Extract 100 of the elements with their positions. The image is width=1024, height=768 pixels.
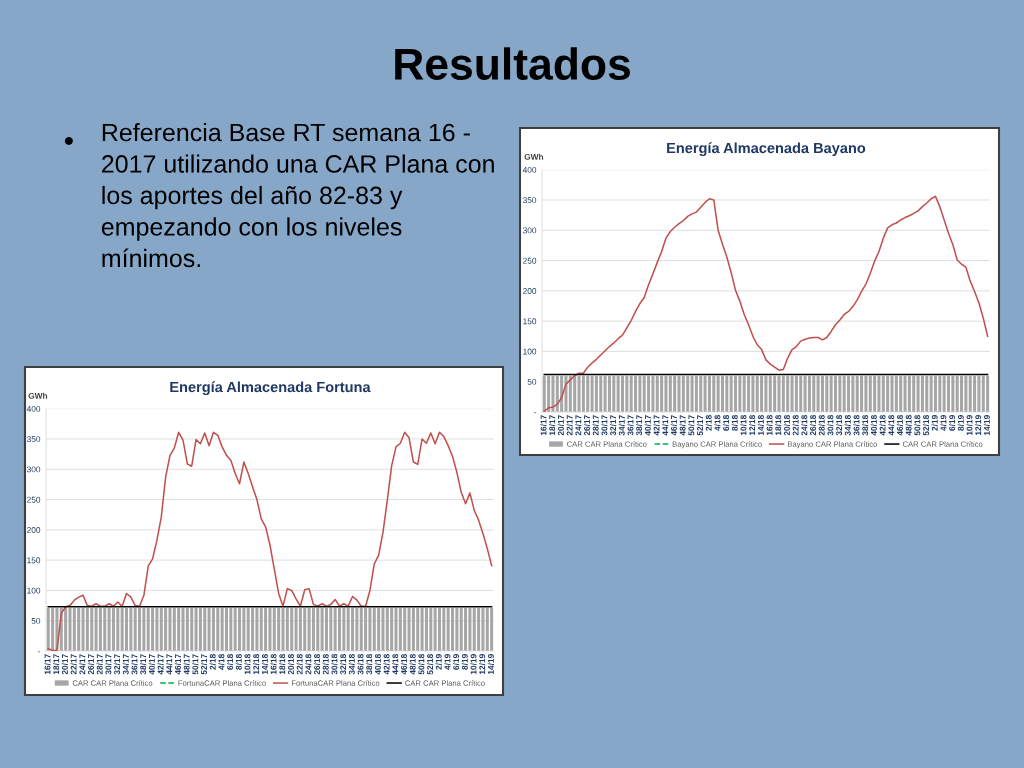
x-tick-label: 8/19 xyxy=(957,415,964,431)
x-tick-label: 48/18 xyxy=(905,415,912,436)
x-tick-label: 26/18 xyxy=(809,415,817,436)
y-tick-label: - xyxy=(534,412,537,414)
x-tick-label: 6/18 xyxy=(722,415,730,431)
x-tick-label: 32/17 xyxy=(113,654,121,675)
x-tick-label: 30/18 xyxy=(331,654,338,675)
x-tick-label: 44/17 xyxy=(662,415,669,436)
x-tick-label: 22/17 xyxy=(70,654,77,675)
x-tick-label: 34/18 xyxy=(844,415,851,436)
x-tick-label: 44/18 xyxy=(888,415,895,436)
x-tick-label: 24/18 xyxy=(305,654,312,675)
x-tick-label: 18/17 xyxy=(53,654,60,675)
x-tick-label: 20/17 xyxy=(61,654,68,675)
x-tick-label: 38/17 xyxy=(140,654,147,675)
x-tick-label: 2/18 xyxy=(209,654,216,670)
x-tick-label: 4/18 xyxy=(218,654,225,670)
x-tick-label: 44/18 xyxy=(392,654,399,675)
x-tick-label: 40/17 xyxy=(148,654,155,675)
x-tick-label: 12/19 xyxy=(975,415,982,436)
x-tick-label: 38/18 xyxy=(862,415,869,436)
x-tick-label: 14/18 xyxy=(757,415,764,436)
x-tick-label: 36/17 xyxy=(131,654,138,675)
x-tick-label: 44/17 xyxy=(166,654,173,675)
y-tick-label: 300 xyxy=(26,466,41,473)
x-tick-label: 24/18 xyxy=(801,415,808,436)
x-tick-label: 18/17 xyxy=(549,415,556,436)
x-tick-label: 6/19 xyxy=(948,415,956,431)
y-tick-label: 200 xyxy=(523,288,537,294)
text: Resultados xyxy=(395,47,630,80)
x-tick-label: 36/17 xyxy=(627,415,634,436)
x-tick-label: 42/17 xyxy=(157,654,164,675)
x-tick-label: 18/18 xyxy=(775,415,782,436)
x-tick-label: 10/19 xyxy=(470,654,477,675)
y-tick-label: 150 xyxy=(523,318,537,325)
y-tick-label: 150 xyxy=(27,557,41,564)
y-tick-label: 300 xyxy=(522,227,537,234)
x-tick-label: 6/19 xyxy=(452,654,460,670)
x-tick-label: 46/17 xyxy=(670,415,677,436)
x-tick-label: 4/18 xyxy=(714,415,721,431)
x-tick-label: 30/17 xyxy=(105,654,112,675)
text: Referencia Base RT semana 16 - 2017 utilizando una CAR Plana con los aportes del año 82-83 y empezando con los niveles mínimos. xyxy=(101,123,494,268)
y-tick-label: 100 xyxy=(523,348,537,355)
x-tick-label: 14/19 xyxy=(983,415,990,436)
x-tick-label: 32/18 xyxy=(339,654,347,675)
x-tick-label: 22/18 xyxy=(296,654,303,675)
x-tick-label: 34/17 xyxy=(122,654,129,675)
x-tick-label: 20/18 xyxy=(287,654,295,675)
y-tick-label: 350 xyxy=(522,197,537,204)
x-tick-label: 16/18 xyxy=(766,415,773,436)
x-tick-label: 26/17 xyxy=(87,654,95,675)
x-tick-label: 32/18 xyxy=(835,415,843,436)
y-tick-label: - xyxy=(38,651,41,653)
chart-title: Energía Almacenada Fortuna xyxy=(170,381,371,396)
x-tick-label: 36/18 xyxy=(357,654,364,675)
x-tick-label: 2/19 xyxy=(435,654,442,670)
x-tick-label: 8/19 xyxy=(461,654,468,670)
x-tick-label: 40/18 xyxy=(870,415,877,436)
x-tick-label: 2/19 xyxy=(931,415,938,431)
x-tick-label: 34/18 xyxy=(348,654,355,675)
chart-title: Energía Almacenada Bayano xyxy=(667,142,866,157)
x-tick-label: 4/19 xyxy=(444,654,451,670)
y-tick-label: 50 xyxy=(527,378,537,385)
x-tick-label: 28/18 xyxy=(818,415,825,436)
x-tick-label: 42/18 xyxy=(879,415,886,436)
x-tick-label: 46/18 xyxy=(400,654,408,675)
x-tick-label: 24/17 xyxy=(575,415,582,436)
x-tick-label: 46/17 xyxy=(174,654,181,675)
x-tick-label: 36/18 xyxy=(853,415,860,436)
y-tick-label: 400 xyxy=(26,405,41,412)
x-tick-label: 10/18 xyxy=(740,415,747,436)
x-tick-label: 12/19 xyxy=(479,654,486,675)
x-tick-label: 50/18 xyxy=(914,415,921,436)
x-tick-label: 50/17 xyxy=(192,654,199,675)
x-tick-label: 2/18 xyxy=(705,415,712,431)
x-tick-label: 38/17 xyxy=(636,415,643,436)
x-tick-label: 4/19 xyxy=(940,415,947,431)
x-tick-label: 48/17 xyxy=(183,654,190,675)
x-tick-label: 52/18 xyxy=(922,415,930,436)
y-tick-label: 250 xyxy=(523,257,537,264)
x-tick-label: 10/19 xyxy=(966,415,973,436)
y-tick-label: 200 xyxy=(27,527,41,533)
x-tick-label: 40/18 xyxy=(374,654,381,675)
x-tick-label: 20/18 xyxy=(783,415,790,436)
y-axis-title: GWh xyxy=(28,392,48,399)
x-tick-label: 14/19 xyxy=(487,654,494,675)
x-tick-label: 14/18 xyxy=(261,654,268,675)
x-tick-label: 20/17 xyxy=(557,415,564,436)
x-tick-label: 48/17 xyxy=(679,415,686,436)
x-tick-label: 22/18 xyxy=(792,415,799,436)
x-tick-label: 24/17 xyxy=(79,654,86,675)
x-tick-label: 12/18 xyxy=(253,654,260,675)
x-tick-label: 28/18 xyxy=(322,654,329,675)
x-tick-label: 38/18 xyxy=(366,654,373,675)
x-tick-label: 50/17 xyxy=(688,415,695,436)
x-tick-label: 28/17 xyxy=(96,654,103,675)
x-tick-label: 52/17 xyxy=(696,415,704,436)
x-tick-label: 18/18 xyxy=(279,654,286,675)
y-tick-label: 50 xyxy=(31,617,41,624)
x-tick-label: 6/18 xyxy=(226,654,234,670)
